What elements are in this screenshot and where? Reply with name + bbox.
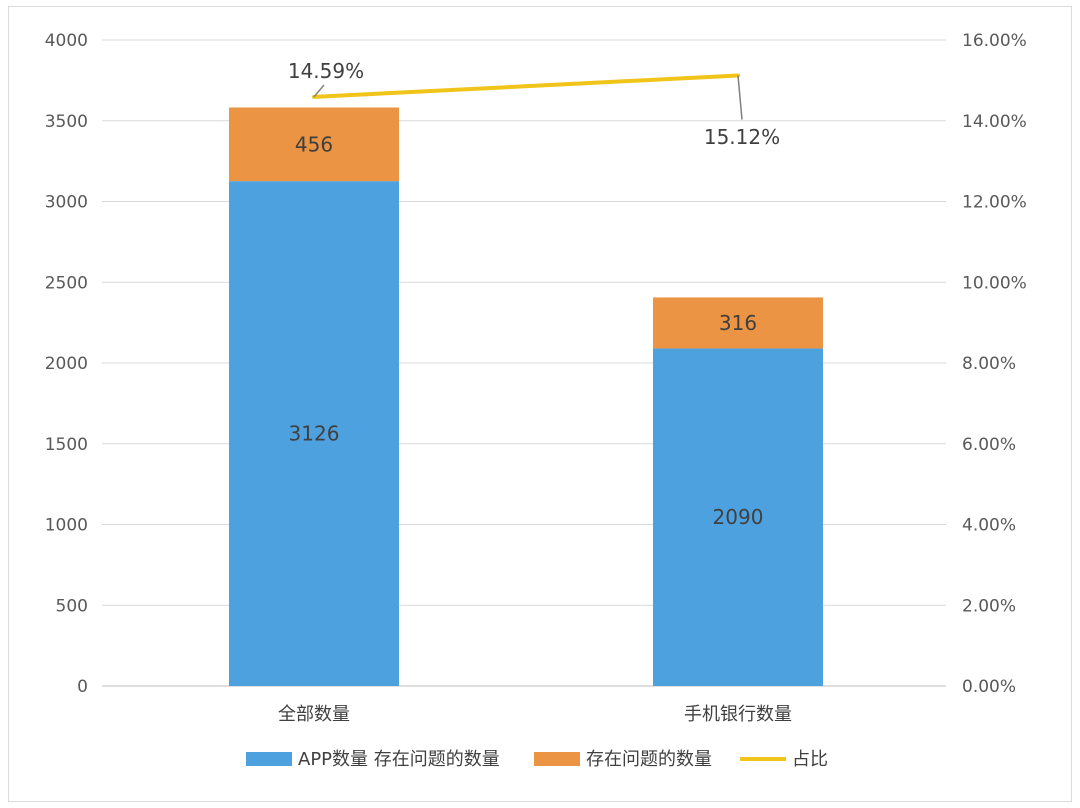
ratio-line bbox=[312, 73, 740, 99]
bar-problem-count bbox=[653, 297, 823, 349]
data-label-ratio: 15.12% bbox=[704, 125, 780, 149]
legend-swatch-problem-count bbox=[534, 752, 580, 766]
data-label-app-count: 2090 bbox=[713, 505, 764, 529]
y2-tick-label: 10.00% bbox=[962, 273, 1027, 293]
y-tick-label: 3000 bbox=[45, 193, 88, 213]
leader-line bbox=[313, 84, 325, 98]
x-category-label: 手机银行数量 bbox=[684, 704, 792, 725]
x-category-label: 全部数量 bbox=[278, 704, 350, 725]
y-tick-label: 1500 bbox=[45, 435, 88, 455]
y2-tick-label: 2.00% bbox=[962, 596, 1016, 616]
chart-frame bbox=[8, 6, 1072, 802]
y2-tick-label: 14.00% bbox=[962, 112, 1027, 132]
y-tick-label: 4000 bbox=[45, 31, 88, 51]
bar-app-count bbox=[653, 348, 823, 686]
y2-tick-label: 16.00% bbox=[962, 31, 1027, 51]
data-label-problem-count: 456 bbox=[295, 132, 333, 156]
bar-problem-count bbox=[229, 107, 399, 182]
y-tick-label: 1000 bbox=[45, 516, 88, 536]
data-label-app-count: 3126 bbox=[289, 422, 340, 446]
legend-label-ratio: 占比 bbox=[792, 749, 828, 770]
legend-swatch-app-count bbox=[246, 752, 292, 766]
y-tick-label: 500 bbox=[56, 596, 88, 616]
data-label-ratio: 14.59% bbox=[288, 59, 364, 83]
y2-tick-label: 0.00% bbox=[962, 677, 1016, 697]
y2-tick-label: 4.00% bbox=[962, 516, 1016, 536]
legend-label-problem-count: 存在问题的数量 bbox=[586, 749, 712, 770]
leader-line bbox=[737, 75, 743, 120]
y2-tick-label: 6.00% bbox=[962, 435, 1016, 455]
data-label-problem-count: 316 bbox=[719, 311, 757, 335]
y-tick-label: 0 bbox=[77, 677, 88, 697]
y-tick-label: 2000 bbox=[45, 354, 88, 374]
y-tick-label: 3500 bbox=[45, 112, 88, 132]
y2-tick-label: 12.00% bbox=[962, 193, 1027, 213]
legend-label-app-count: APP数量 存在问题的数量 bbox=[298, 749, 500, 770]
bar-app-count bbox=[229, 181, 399, 686]
y-tick-label: 2500 bbox=[45, 273, 88, 293]
y2-tick-label: 8.00% bbox=[962, 354, 1016, 374]
